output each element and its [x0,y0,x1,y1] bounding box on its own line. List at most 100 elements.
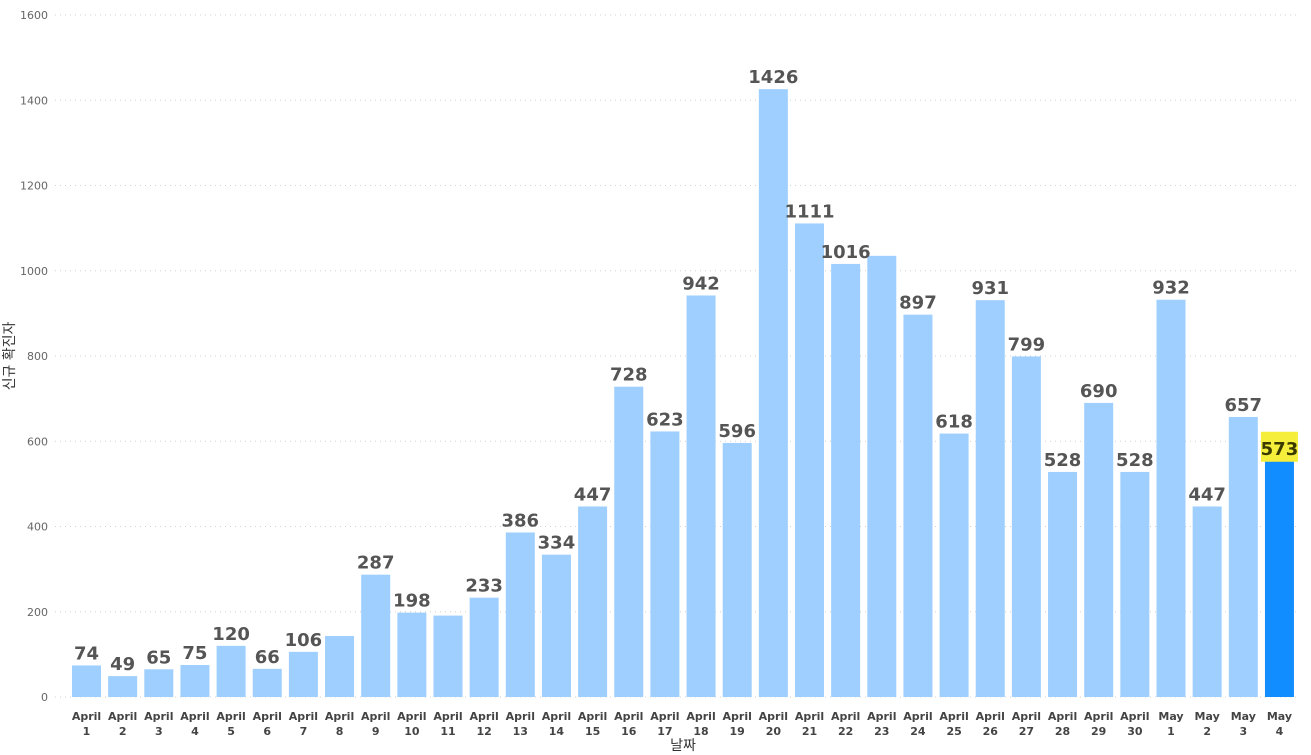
bar[interactable] [1048,471,1078,697]
bar[interactable] [108,676,138,697]
x-tick-month: April [903,710,932,723]
x-tick-month: April [976,710,1005,723]
x-tick-label: April 11 [433,710,462,738]
data-label: 120 [212,624,250,645]
x-tick-label: May 1 [1158,710,1183,738]
bar[interactable] [1011,356,1041,697]
x-tick-day: 2 [119,725,127,738]
bar[interactable] [1228,416,1258,697]
bar[interactable] [578,506,608,697]
data-label: 573 [1261,439,1299,460]
x-tick-month: April [108,710,137,723]
x-tick-day: 19 [730,725,745,738]
data-label: 618 [935,412,973,433]
x-tick-label: April 30 [1120,710,1149,738]
x-tick-month: May [1195,710,1220,723]
x-tick-day: 30 [1127,725,1143,738]
x-tick-month: April [867,710,896,723]
data-label: 657 [1225,395,1263,416]
x-tick-label: April 18 [686,710,715,738]
y-tick-label: 400 [27,521,48,534]
x-tick-month: April [253,710,282,723]
data-label: 287 [357,553,395,574]
bar[interactable] [433,615,463,697]
bar[interactable] [1264,452,1294,697]
bar[interactable] [397,612,427,697]
x-tick-label: May 2 [1195,710,1220,738]
x-tick-month: April [1120,710,1149,723]
bar[interactable] [288,651,318,697]
y-tick-label: 800 [27,350,48,363]
data-label: 623 [646,409,684,430]
bar[interactable] [180,665,210,697]
bar[interactable] [722,442,752,697]
x-tick-month: April [397,710,426,723]
x-tick-day: 4 [191,725,199,738]
data-label: 690 [1080,381,1118,402]
bar[interactable] [1084,402,1114,697]
data-label: 386 [502,510,540,531]
x-tick-label: April 6 [253,710,282,738]
x-tick-day: 17 [657,725,672,738]
bar[interactable] [650,431,680,697]
x-tick-day: 22 [838,725,853,738]
bar[interactable] [939,433,969,697]
bar[interactable] [1156,299,1186,697]
x-tick-label: April 29 [1084,710,1113,738]
y-tick-label: 0 [41,691,48,704]
y-tick-label: 1600 [20,9,48,22]
bar[interactable] [867,255,897,698]
bar[interactable] [72,665,101,697]
x-tick-day: 24 [910,725,926,738]
x-tick-month: April [1012,710,1041,723]
bar[interactable] [252,668,282,697]
bar[interactable] [144,669,174,697]
data-label: 1426 [748,67,798,88]
x-tick-label: April 20 [759,710,788,738]
x-tick-day: 8 [336,725,344,738]
bar[interactable] [758,89,788,698]
x-tick-month: May [1267,710,1292,723]
x-tick-label: April 1 [72,710,101,738]
x-tick-month: April [795,710,824,723]
x-tick-day: 5 [227,725,235,738]
y-axis-ticks: 0 200 400 600 800 1000 1200 1400 1600 [20,9,48,704]
bar[interactable] [361,574,391,697]
bar[interactable] [795,223,824,697]
x-tick-month: April [72,710,101,723]
bar[interactable] [216,645,246,697]
x-tick-month: April [686,710,715,723]
bar[interactable] [1120,471,1150,697]
bar[interactable] [903,314,933,697]
x-tick-label: April 4 [180,710,209,738]
bar[interactable] [686,295,716,697]
bar[interactable] [975,300,1005,697]
data-label: 932 [1152,278,1190,299]
x-tick-label: May 4 [1267,710,1292,738]
x-axis-title: 날짜 [670,738,696,754]
bar[interactable] [325,636,355,697]
x-tick-label: May 3 [1231,710,1256,738]
x-tick-day: 13 [513,725,528,738]
bar[interactable] [614,386,644,697]
x-tick-month: April [325,710,354,723]
x-tick-month: April [578,710,607,723]
x-tick-day: 21 [802,725,817,738]
data-label: 447 [574,484,612,505]
bars [72,89,1294,698]
x-tick-label: April 2 [108,710,137,738]
bar[interactable] [1192,506,1222,697]
bar[interactable] [541,554,571,697]
x-tick-month: April [289,710,318,723]
x-tick-month: April [144,710,173,723]
y-tick-label: 1000 [20,265,48,278]
bar[interactable] [831,263,861,697]
bar[interactable] [469,597,499,697]
x-tick-day: 29 [1091,725,1106,738]
x-tick-label: April 23 [867,710,896,738]
bar[interactable] [505,532,535,697]
x-tick-month: April [614,710,643,723]
data-label: 447 [1188,484,1226,505]
